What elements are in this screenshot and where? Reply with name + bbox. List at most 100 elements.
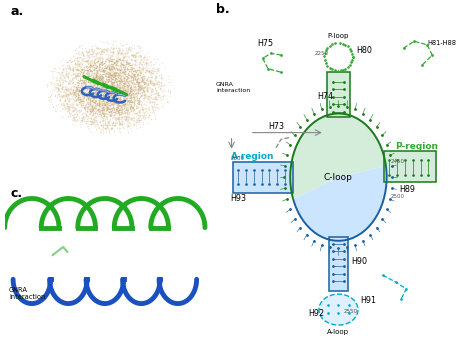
Point [88, 112, 96, 118]
Point [99, 80, 106, 86]
Point [112, 88, 120, 94]
Point [90, 86, 97, 92]
Point [122, 61, 129, 67]
Point [87, 92, 95, 98]
Point [56, 97, 64, 103]
Point [58, 101, 66, 107]
Point [124, 123, 131, 129]
Point [57, 72, 64, 77]
Point [111, 86, 118, 91]
Point [74, 92, 82, 97]
Point [124, 60, 132, 66]
Point [120, 126, 128, 131]
Point [96, 57, 103, 63]
Point [99, 47, 107, 52]
Point [109, 50, 117, 55]
Point [70, 70, 78, 75]
Point [55, 82, 63, 88]
Point [106, 72, 113, 77]
Point [120, 54, 128, 60]
Point [82, 105, 89, 110]
Point [132, 83, 139, 89]
Point [110, 100, 118, 105]
Point [117, 50, 125, 55]
Point [109, 48, 117, 53]
Point [134, 97, 141, 103]
Point [103, 84, 110, 89]
Point [64, 59, 72, 65]
Point [164, 87, 172, 93]
Point [99, 60, 106, 65]
Point [116, 80, 124, 85]
Point [109, 120, 117, 126]
Point [131, 110, 139, 116]
Point [130, 95, 138, 100]
Point [142, 68, 150, 73]
Point [140, 76, 148, 82]
Point [97, 78, 104, 84]
Point [125, 61, 132, 66]
Point [99, 101, 106, 107]
Point [93, 70, 100, 75]
Point [69, 115, 76, 120]
Point [117, 78, 125, 83]
Point [104, 98, 112, 104]
Point [82, 120, 90, 126]
Point [104, 88, 111, 93]
Point [92, 95, 100, 100]
Point [159, 103, 166, 109]
Point [108, 88, 116, 94]
Point [88, 83, 95, 89]
Point [141, 75, 148, 80]
Point [78, 100, 86, 106]
Point [113, 83, 121, 88]
Point [96, 75, 104, 80]
Point [99, 84, 107, 90]
Point [79, 69, 87, 75]
Point [91, 93, 99, 98]
Point [92, 95, 100, 101]
Point [151, 107, 159, 113]
Point [102, 58, 110, 63]
Point [72, 47, 79, 53]
Point [78, 86, 86, 91]
Point [90, 98, 97, 103]
Point [155, 73, 163, 78]
Point [91, 85, 99, 90]
Point [94, 58, 102, 64]
Point [122, 41, 129, 46]
Point [111, 73, 118, 79]
Point [95, 65, 103, 70]
Point [59, 106, 67, 112]
Point [125, 47, 132, 52]
Point [121, 87, 129, 92]
Point [126, 89, 134, 94]
Point [112, 115, 120, 120]
Point [118, 115, 126, 121]
Point [130, 72, 138, 77]
Point [108, 83, 115, 88]
Point [79, 92, 86, 98]
Point [109, 64, 116, 69]
Point [91, 94, 99, 99]
Point [128, 95, 135, 100]
Point [102, 99, 110, 105]
Point [114, 104, 122, 109]
Point [118, 88, 126, 94]
Point [101, 67, 109, 72]
Point [84, 97, 91, 102]
Point [106, 83, 113, 88]
Point [78, 77, 86, 83]
Point [123, 89, 131, 95]
Point [141, 92, 149, 98]
Point [119, 65, 127, 70]
Point [113, 79, 120, 85]
Point [102, 66, 110, 71]
Point [124, 123, 131, 129]
Point [117, 77, 125, 83]
Point [115, 95, 123, 101]
Point [82, 96, 90, 102]
Point [89, 69, 96, 74]
Point [109, 122, 116, 128]
Point [96, 89, 103, 95]
